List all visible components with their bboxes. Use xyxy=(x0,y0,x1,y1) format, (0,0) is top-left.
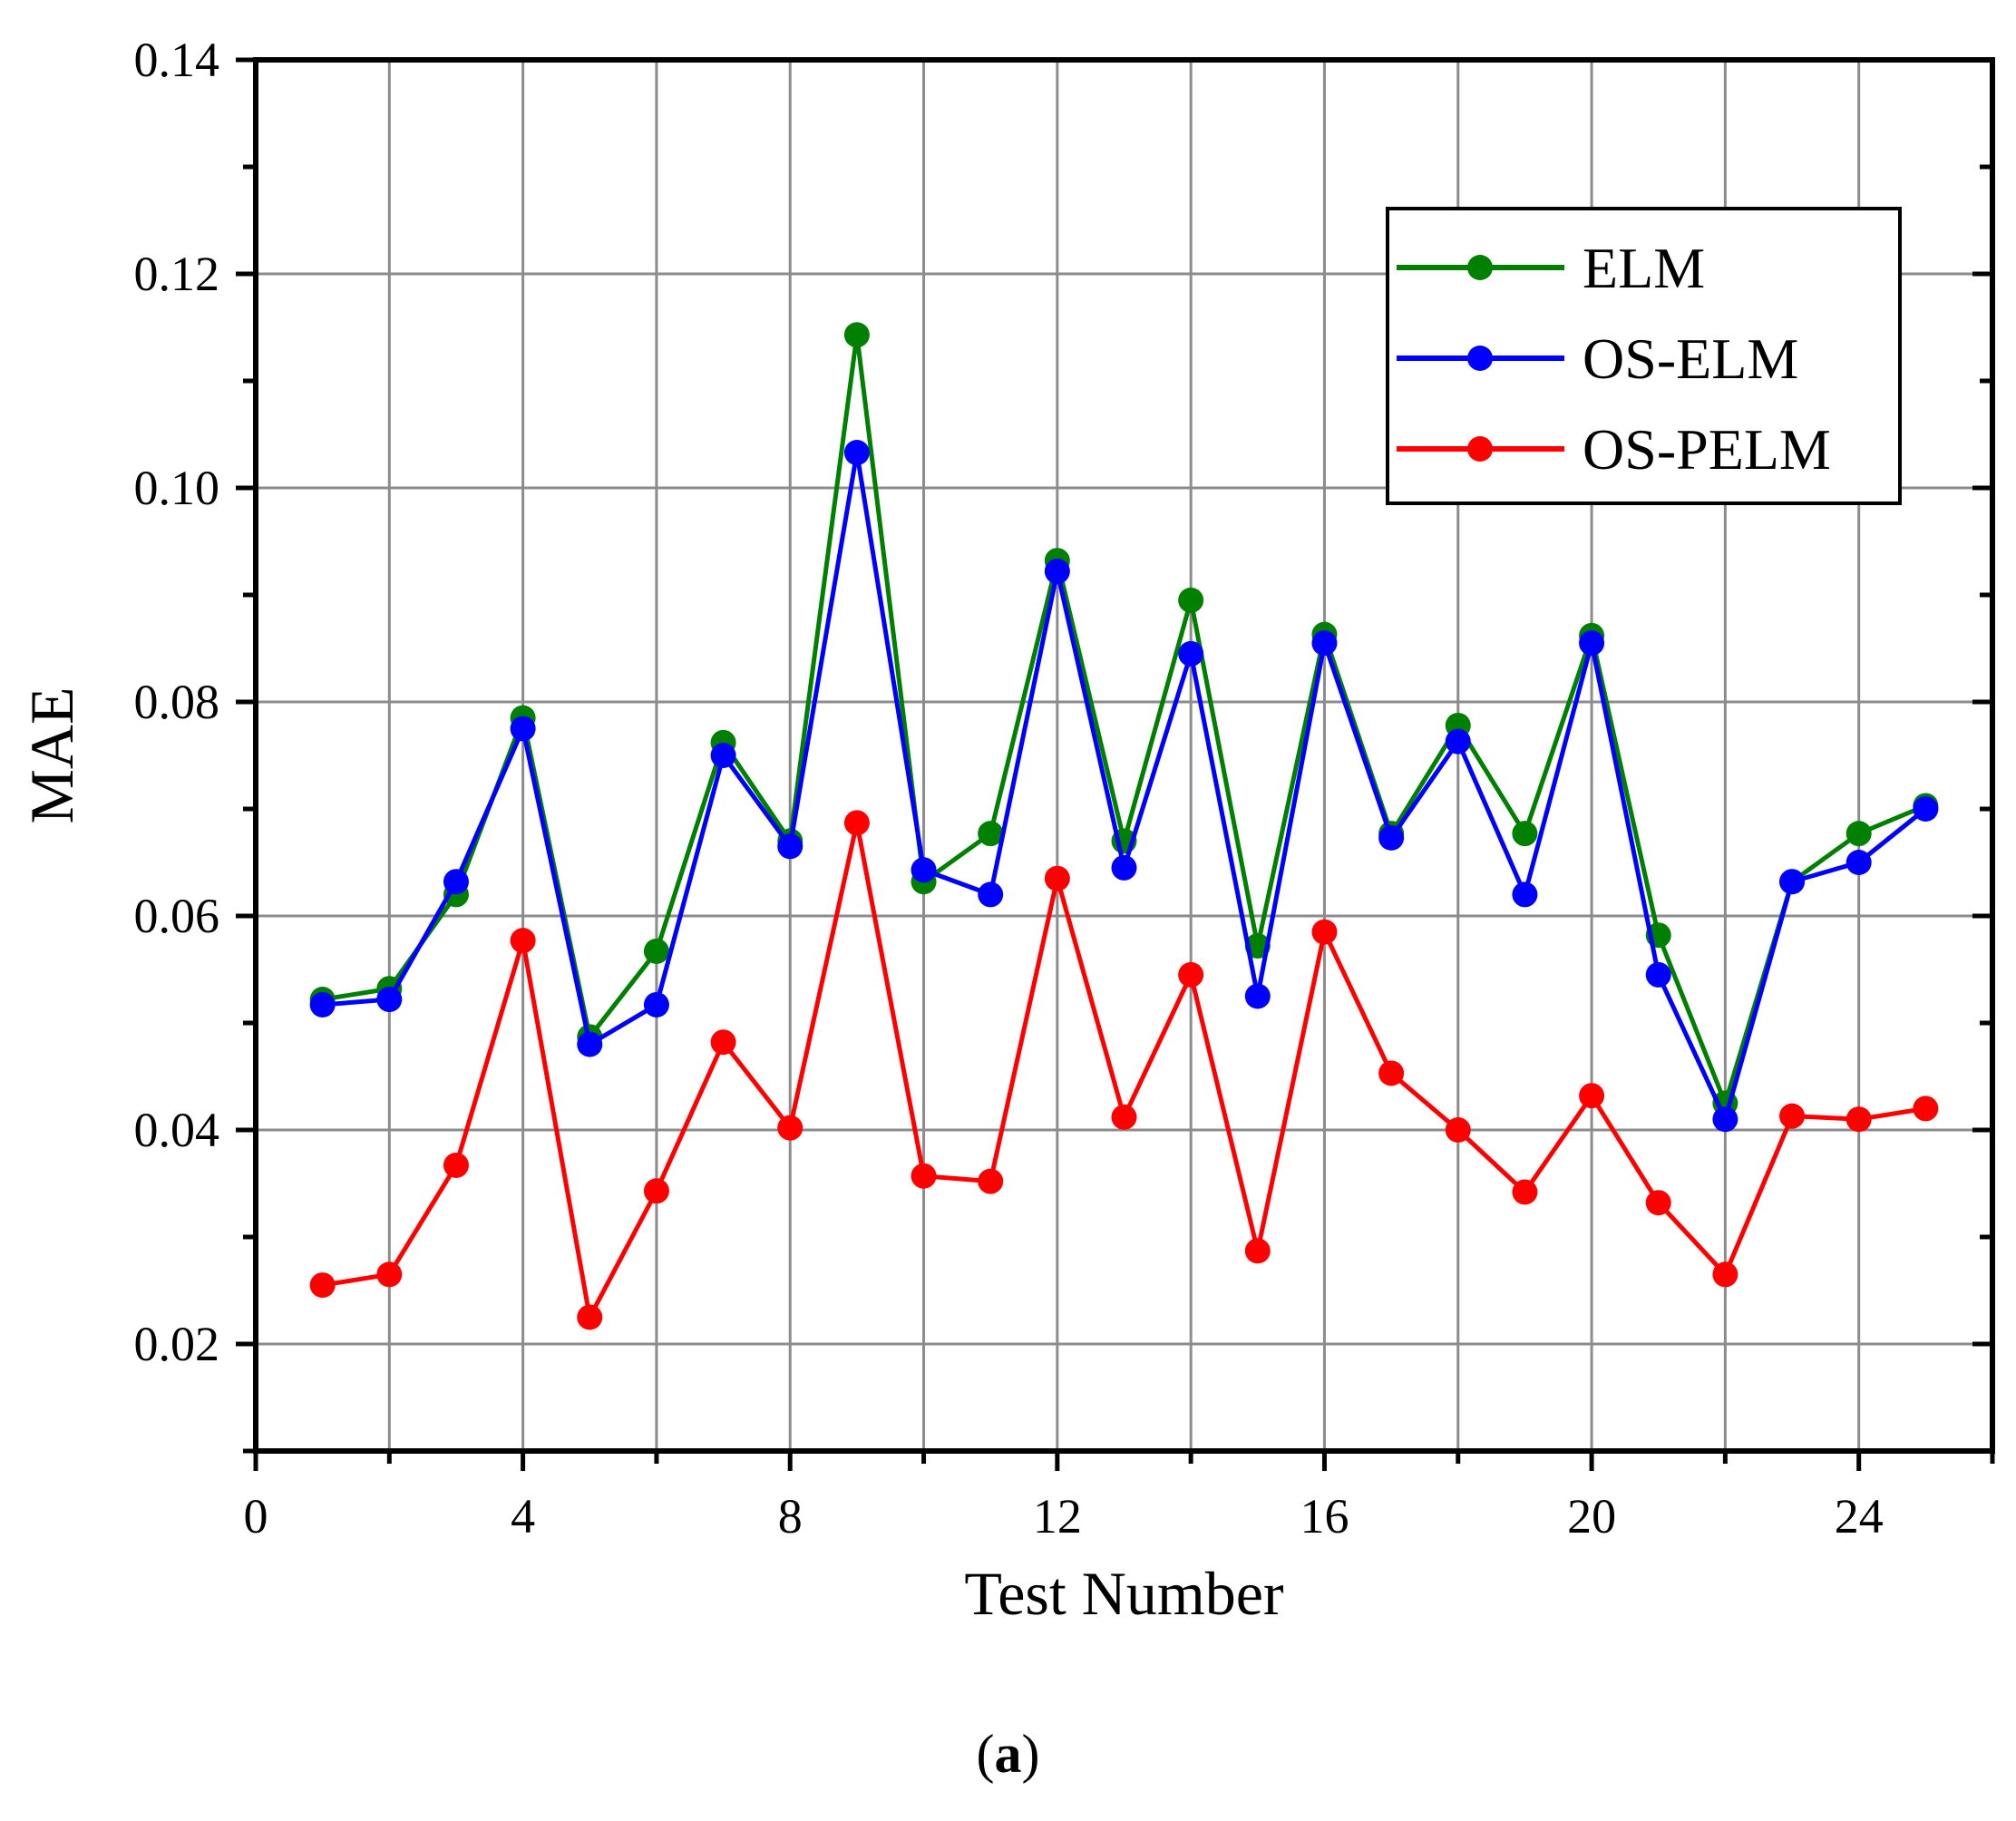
x-axis-title: Test Number xyxy=(964,1559,1284,1628)
data-point xyxy=(978,881,1004,908)
series-os-pelm xyxy=(309,810,1939,1330)
data-point xyxy=(443,1152,469,1178)
data-point xyxy=(1178,640,1204,667)
tick-labels: 0 4 8 12 16 20 24 0.02 0.04 0.06 0.08 0.10 0.12 0.14 xyxy=(134,33,1884,1543)
data-point xyxy=(710,743,736,768)
data-point xyxy=(1244,983,1271,1009)
data-point xyxy=(1512,821,1538,847)
series-layer xyxy=(309,322,1939,1330)
y-tick-label: 0.10 xyxy=(134,461,220,515)
plot-frame xyxy=(253,57,1995,1454)
data-point xyxy=(577,1304,603,1330)
data-point xyxy=(1645,961,1671,988)
caption-close-paren: ) xyxy=(1021,1724,1040,1784)
y-tick-label: 0.06 xyxy=(134,889,220,943)
y-tick-label: 0.12 xyxy=(134,247,220,301)
data-point xyxy=(1712,1106,1738,1133)
data-point xyxy=(1712,1261,1738,1288)
data-point xyxy=(376,987,403,1013)
data-point xyxy=(643,1178,669,1204)
data-point xyxy=(1445,1117,1471,1143)
data-point xyxy=(1445,728,1471,755)
data-point xyxy=(777,833,803,860)
data-point xyxy=(376,1261,403,1288)
data-point xyxy=(710,1029,736,1056)
data-point xyxy=(643,938,669,964)
data-point xyxy=(978,821,1004,847)
data-point xyxy=(510,716,536,742)
data-point xyxy=(309,1272,336,1299)
data-point xyxy=(843,440,870,466)
data-point xyxy=(1111,1104,1137,1130)
data-point xyxy=(1311,630,1338,657)
data-point xyxy=(1913,1096,1939,1122)
data-point xyxy=(978,1168,1004,1194)
series-os-elm xyxy=(309,440,1939,1133)
data-point xyxy=(1846,850,1872,875)
x-tick-label: 16 xyxy=(1300,1489,1349,1543)
data-point xyxy=(1311,919,1338,945)
data-point xyxy=(1244,1238,1271,1264)
data-point xyxy=(1178,587,1204,613)
data-point xyxy=(1178,961,1204,988)
data-point xyxy=(911,857,937,883)
y-tick-label: 0.14 xyxy=(134,33,220,87)
x-tick-label: 4 xyxy=(511,1489,535,1543)
legend-marker xyxy=(1467,346,1493,371)
x-tick-label: 20 xyxy=(1567,1489,1616,1543)
data-point xyxy=(1378,824,1405,851)
legend-label: OS-ELM xyxy=(1583,326,1798,391)
legend-label: ELM xyxy=(1583,236,1705,300)
series-line xyxy=(322,450,1927,1122)
data-point xyxy=(643,991,669,1018)
data-point xyxy=(1779,869,1806,895)
data-point xyxy=(1579,1083,1605,1109)
y-tick-label: 0.02 xyxy=(134,1317,220,1371)
data-point xyxy=(1512,881,1538,908)
data-point xyxy=(1111,854,1137,881)
y-axis-title: MAE xyxy=(17,687,86,823)
data-point xyxy=(443,869,469,895)
data-point xyxy=(1846,821,1872,847)
data-point xyxy=(1913,796,1939,822)
figure-caption: (a) xyxy=(0,1723,2016,1786)
series-line xyxy=(322,820,1926,1319)
x-tick-label: 8 xyxy=(778,1489,803,1543)
data-point xyxy=(1044,865,1070,891)
data-point xyxy=(577,1031,603,1057)
y-tick-label: 0.04 xyxy=(134,1103,220,1157)
data-point xyxy=(1579,630,1605,657)
legend: ELM OS-ELM OS-PELM xyxy=(1386,207,1902,505)
data-point xyxy=(1378,1060,1405,1086)
data-point xyxy=(843,322,870,348)
data-point xyxy=(309,991,336,1018)
legend-marker xyxy=(1467,436,1493,462)
line-chart: 0 4 8 12 16 20 240.020.040.060.080.100.120.14 … xyxy=(17,33,1995,1628)
data-point xyxy=(1846,1106,1872,1133)
data-point xyxy=(843,810,870,836)
caption-letter: a xyxy=(994,1724,1022,1784)
y-tick-label: 0.08 xyxy=(134,675,220,729)
x-tick-label: 24 xyxy=(1835,1489,1884,1543)
legend-marker xyxy=(1467,255,1493,280)
data-point xyxy=(1512,1179,1538,1205)
data-point xyxy=(777,1115,803,1141)
x-tick-label: 12 xyxy=(1033,1489,1082,1543)
data-point xyxy=(510,928,536,954)
caption-open-paren: ( xyxy=(976,1724,995,1784)
legend-label: OS-PELM xyxy=(1583,417,1831,482)
data-point xyxy=(1044,559,1070,585)
data-point xyxy=(1645,1190,1671,1216)
data-point xyxy=(911,1163,937,1189)
x-tick-label: 0 xyxy=(244,1489,268,1543)
data-point xyxy=(1779,1103,1806,1129)
